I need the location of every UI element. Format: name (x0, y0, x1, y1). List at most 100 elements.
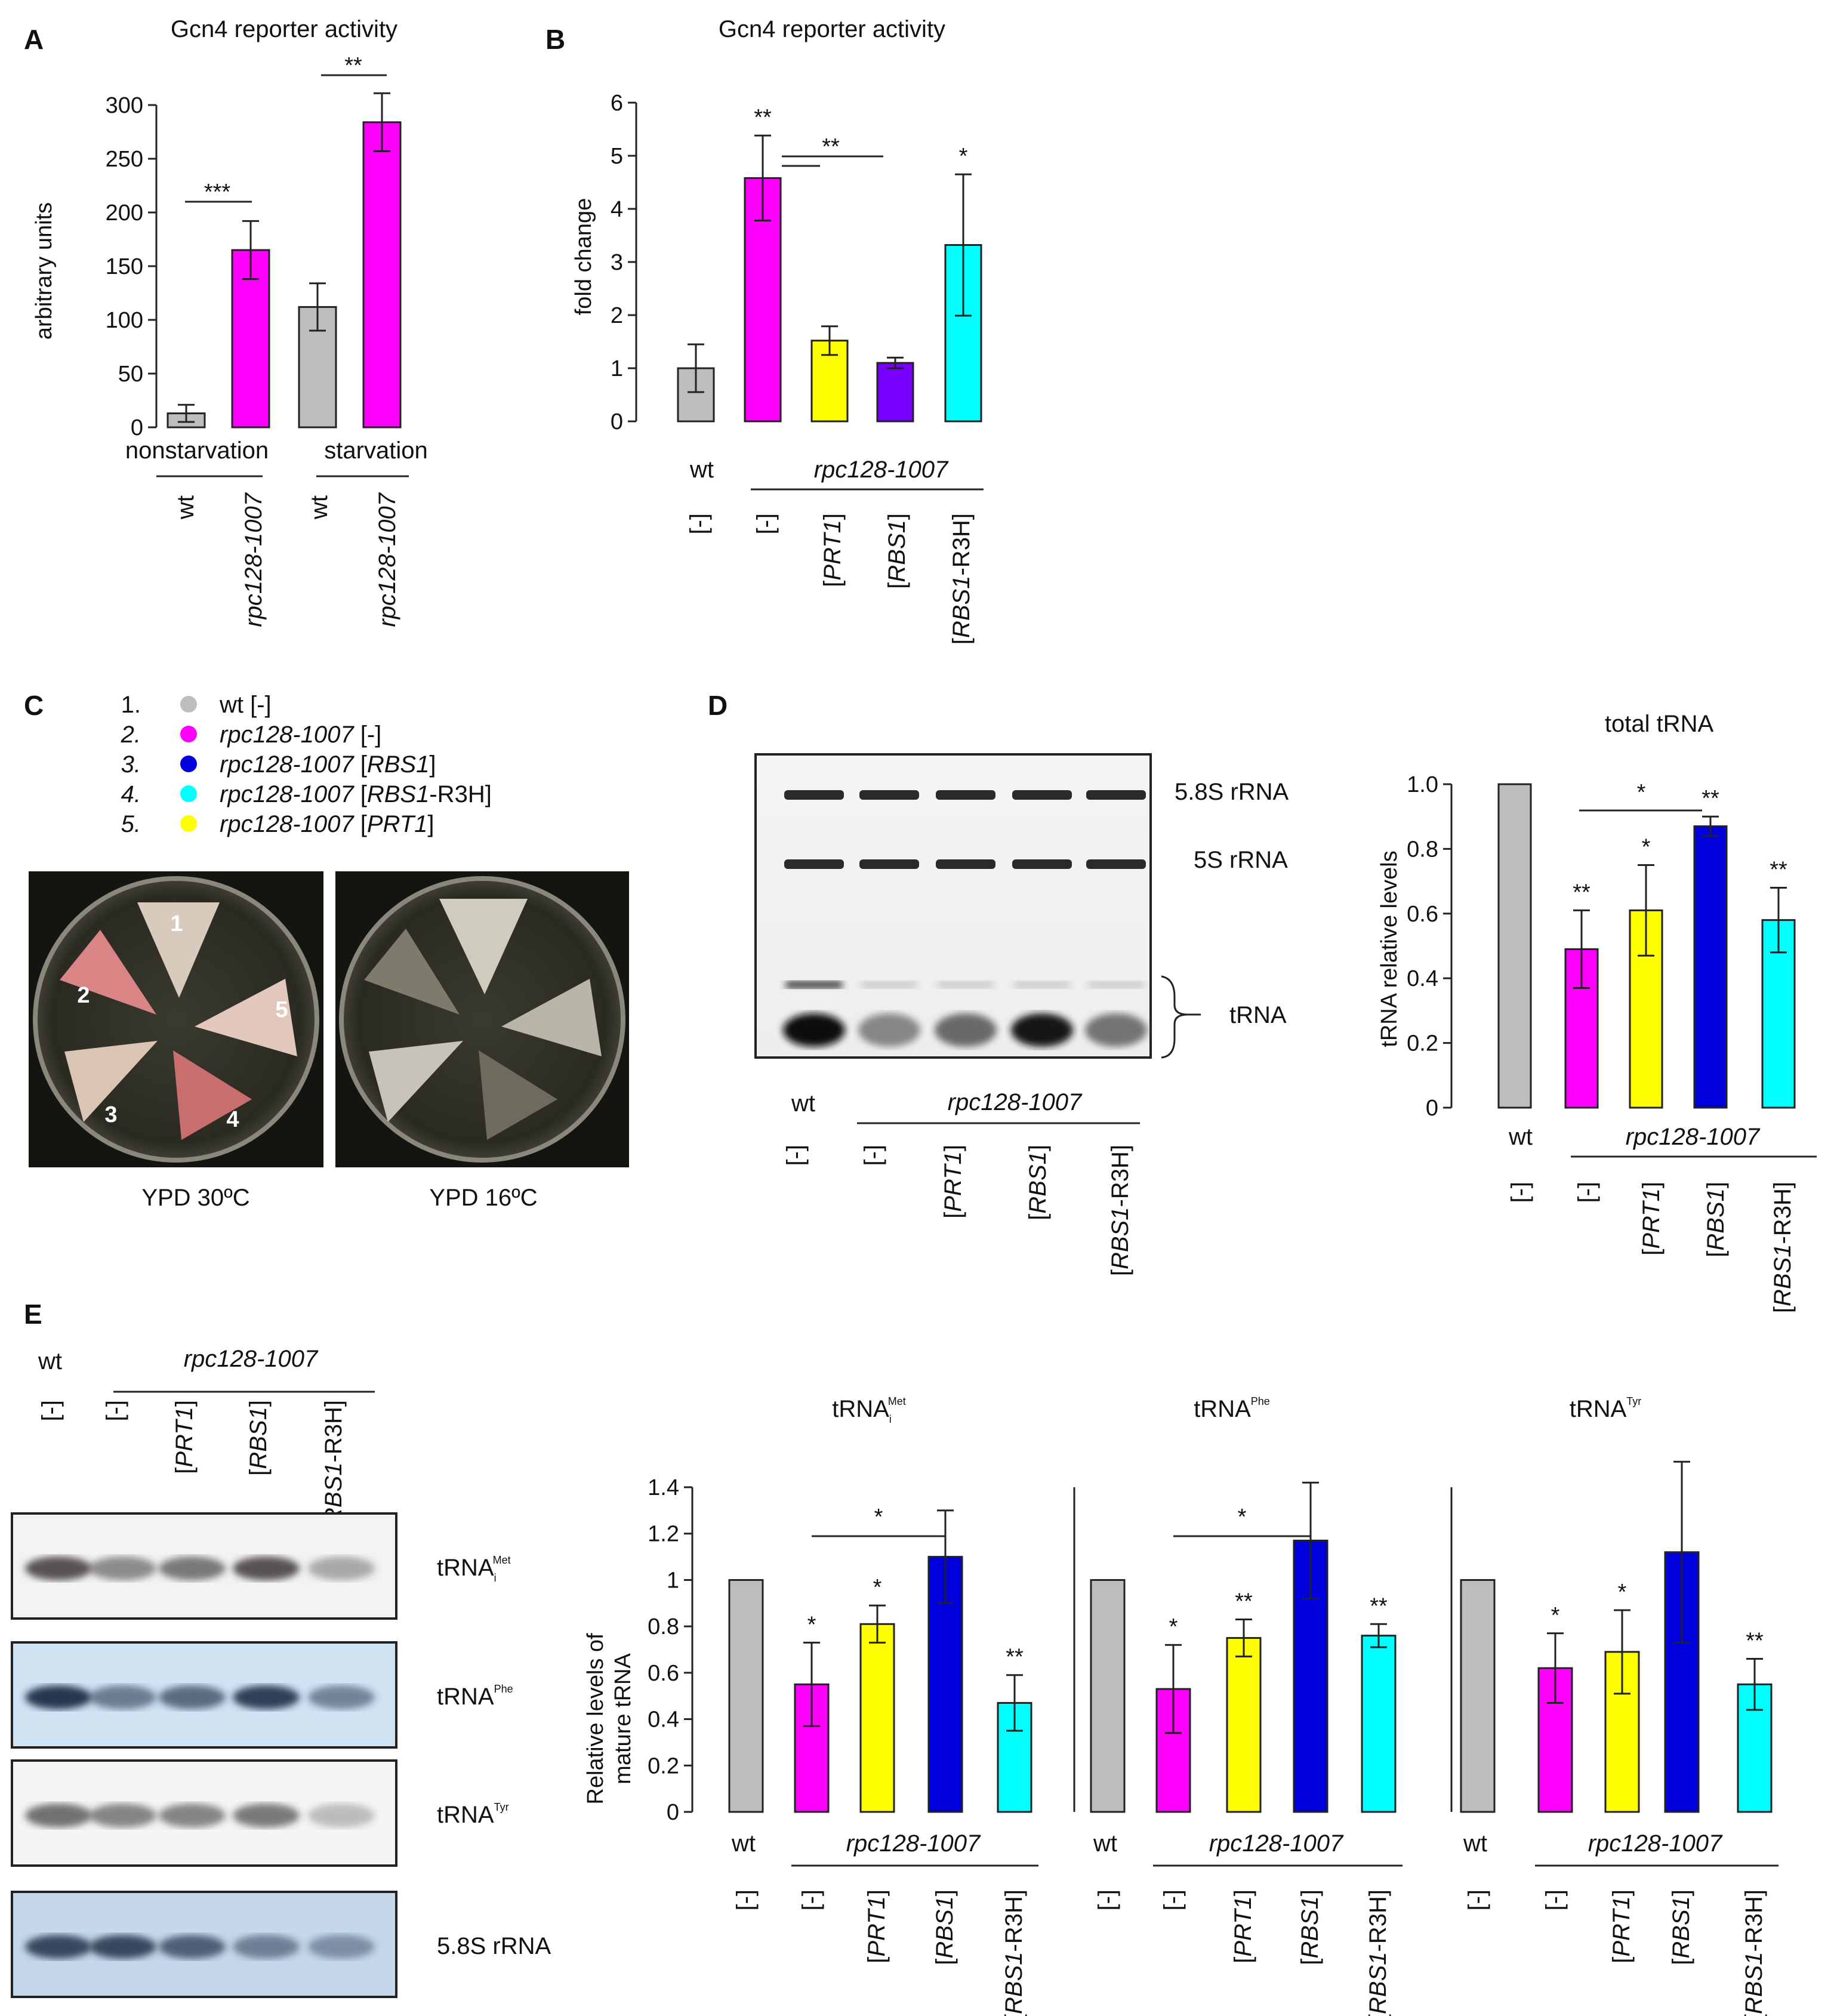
A-y-tick-label: 250 (106, 147, 143, 172)
gel-band-5s (859, 859, 919, 869)
gel-band-trna-upper (785, 981, 843, 988)
A-bar-2 (231, 249, 270, 429)
panel-e-chart-1-plasmid-4: [RBS1] (932, 1889, 958, 1965)
panel-e-chart-wt-3: wt (1463, 1830, 1487, 1857)
D-y-tick-label: 0 (1426, 1096, 1438, 1121)
gel-frame (754, 753, 1152, 1059)
legend-number-5: 5. (121, 811, 141, 837)
E1-y-tick-label: 1.2 (648, 1522, 679, 1547)
B-y-tick-label: 1 (611, 356, 623, 381)
panel-d-wt-label: wt (791, 1090, 815, 1117)
panel-e-letter: E (24, 1299, 42, 1330)
panel-b-sig: ** (822, 134, 840, 159)
E2-significance-2: * (1169, 1614, 1178, 1639)
panel-e-chart-3-plasmid-3: [PRT1] (1608, 1889, 1635, 1963)
panel-d-chart-wt-label: wt (1508, 1124, 1533, 1150)
gel-band-trna-upper (861, 981, 918, 988)
E3-significance-5: ** (1746, 1629, 1764, 1654)
gel-band-5-8s (1012, 790, 1072, 800)
panel-e-chart-1-plasmid-5: [RBS1-R3H] (1001, 1889, 1027, 2016)
northern-blots: tRNAiMet tRNAPhe tRNATyr 5.8S rRNA (11, 1512, 551, 1998)
E1-y-tick-label: 0.2 (648, 1753, 679, 1778)
gel-band-trna (935, 1013, 997, 1047)
blot-1-label: tRNAiMet (437, 1554, 511, 1584)
panel-e-chart-2-plasmid-4: [RBS1] (1297, 1889, 1323, 1965)
D-bar-4 (1693, 825, 1728, 1109)
plate-30c-caption: YPD 30ºC (141, 1185, 249, 1211)
panel-b-strain-label: rpc128-1007 (814, 457, 949, 483)
E2-bar-3 (1226, 1637, 1262, 1813)
legend-number-3: 3. (121, 751, 141, 778)
panel-d-gel-plasmid-3: [PRT1] (940, 1145, 966, 1219)
B-y-tick-label: 4 (611, 197, 623, 222)
panel-a-xlabel-wt: wt (172, 495, 199, 520)
panel-e-chart-strain-3: rpc128-1007 (1588, 1830, 1723, 1857)
gel-bands (783, 790, 1147, 1047)
E1-significance-3: * (873, 1575, 882, 1600)
A-bar-3 (298, 306, 337, 429)
blot-4-band (308, 1935, 375, 1959)
plate-16c-sector-1 (439, 899, 528, 994)
plate-16c-sector-4 (479, 1050, 557, 1140)
gel-band-5s (784, 859, 844, 869)
E1-y-tick-label: 1.4 (648, 1475, 679, 1500)
plate-30c-label-1: 1 (170, 911, 183, 936)
blot-3-band (25, 1804, 92, 1827)
legend-swatch-1 (180, 696, 197, 713)
panel-d-chart-plasmid-1: [-] (1507, 1182, 1533, 1203)
legend-swatch-5 (180, 815, 197, 832)
gel-band-5s (936, 859, 995, 869)
legend-text-5: rpc128-1007 [PRT1] (220, 811, 434, 837)
E1-significance-5: ** (1006, 1645, 1024, 1670)
gel-band-5-8s (1086, 790, 1146, 800)
panel-e-chart-3-plasmid-2: [-] (1542, 1889, 1568, 1911)
panel-e-chart-1-plasmid-2: [-] (798, 1889, 824, 1911)
blot-1-band (308, 1556, 375, 1580)
panel-c-letter: C (24, 690, 44, 721)
panel-e-strain-label: rpc128-1007 (184, 1346, 319, 1372)
blot-1-band (90, 1556, 156, 1580)
E2-bar-1 (1090, 1579, 1126, 1813)
panel-d-chart-plasmid-5: [RBS1-R3H] (1770, 1182, 1796, 1313)
legend-text-4: rpc128-1007 [RBS1-R3H] (220, 781, 492, 807)
panel-b-wt-label: wt (689, 457, 714, 483)
A-y-tick-label: 200 (106, 201, 143, 226)
panel-d-gel-plasmid-4: [RBS1] (1025, 1145, 1051, 1220)
E2-significance-5: ** (1370, 1593, 1388, 1619)
gel-band-5s (1012, 859, 1072, 869)
panel-e-sig-1: * (874, 1505, 883, 1530)
panel-e-ylabel-1: Relative levels of (583, 1633, 608, 1805)
plate-30c-sector-1 (137, 902, 220, 998)
panel-e-chart-2-plasmid-1: [-] (1094, 1889, 1120, 1911)
blot-3-band (159, 1804, 226, 1827)
gel-band-trna-upper (1087, 981, 1145, 988)
plate-16c (335, 871, 629, 1167)
panel-e-chart-1-plasmid-1: [-] (732, 1889, 759, 1911)
panel-e-chart-3-plasmid-5: [RBS1-R3H] (1741, 1889, 1767, 2016)
blot-2-label: tRNAPhe (437, 1683, 513, 1710)
B-y-tick-label: 3 (611, 250, 623, 275)
E3-significance-2: * (1551, 1603, 1560, 1628)
gel-label-5-8s: 5.8S rRNA (1175, 779, 1289, 805)
plate-30c-sector-5 (195, 979, 297, 1056)
panel-a-group-starvation: starvation (324, 437, 427, 464)
blot-2-band (90, 1685, 156, 1709)
A-y-tick-label: 300 (106, 93, 143, 118)
panel-d-letter: D (708, 690, 728, 721)
A-y-tick-label: 150 (106, 254, 143, 279)
blot-4-band (233, 1935, 300, 1959)
legend-number-2: 2. (121, 722, 141, 748)
gel-band-trna (1085, 1013, 1147, 1047)
panel-e-blot-plasmid-3: [PRT1] (171, 1400, 198, 1474)
D-significance-2: ** (1573, 880, 1591, 905)
legend-text-1: wt [-] (219, 692, 272, 718)
blot-1-band (25, 1556, 92, 1580)
charts-e: 00.20.40.60.811.21.4******* ** ****tRNAiMe… (648, 1395, 1778, 2016)
E2-significance-3: ** (1235, 1589, 1253, 1614)
gel-band-5s (1086, 859, 1146, 869)
panel-e-blot-plasmid-5: [RBS1-R3H] (320, 1400, 347, 1531)
legend-swatch-3 (180, 756, 197, 772)
panel-e-chart-strain-1: rpc128-1007 (846, 1830, 981, 1857)
E1-y-tick-label: 1 (667, 1568, 679, 1593)
panel-e-blot-plasmid-4: [RBS1] (245, 1400, 272, 1476)
